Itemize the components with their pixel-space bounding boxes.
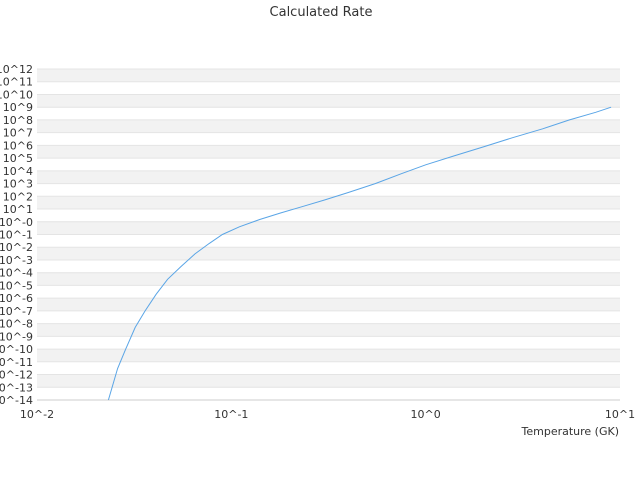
grid-band [37,145,620,159]
y-tick-label: 10^-14 [0,394,33,407]
grid-band [37,234,620,248]
series-line [107,106,612,401]
y-tick-label: 10^-2 [0,241,33,254]
grid-band [37,196,620,210]
y-tick-label: 10^3 [3,178,33,191]
y-tick-label: 10^1 [3,203,33,216]
y-tick-label: 10^10 [0,88,33,101]
x-tick-label: 10^-2 [20,408,54,421]
y-tick-label: 10^-0 [0,216,33,229]
grid-bands [37,68,620,400]
y-tick-label: 10^-4 [0,267,33,280]
y-tick-label: 10^-5 [0,279,33,292]
grid-band [37,221,620,235]
grid-band [37,349,620,362]
grid-band [37,158,620,171]
grid-band [37,209,620,222]
y-tick-label: 10^-11 [0,356,33,369]
grid-band [37,310,620,324]
grid-band [37,323,620,337]
y-tick-label: 10^-12 [0,369,33,382]
grid-band [37,298,620,311]
y-tick-label: 10^9 [3,101,33,114]
grid-band [37,183,620,197]
x-tick-label: 10^-1 [214,408,248,421]
y-tick-labels: 10^-1410^-1310^-1210^-1110^-1010^-910^-8… [0,63,33,407]
grid-band [37,374,620,388]
y-tick-label: 10^-13 [0,381,33,394]
y-tick-label: 10^11 [0,76,33,89]
y-tick-label: 10^6 [3,139,33,152]
grid-band [37,132,620,146]
y-tick-label: 10^7 [3,127,33,140]
y-tick-label: 10^-8 [0,318,33,331]
y-tick-label: 10^-3 [0,254,33,267]
grid-band [37,81,620,95]
grid-band [37,259,620,273]
grid-band [37,119,620,133]
y-tick-label: 10^-7 [0,305,33,318]
grid-band [37,69,620,82]
y-tick-label: 10^-10 [0,343,33,356]
y-tick-label: 10^-9 [0,330,33,343]
grid-band [37,94,620,108]
x-axis-label: Temperature (GK) [521,425,620,438]
y-tick-label: 10^12 [0,63,33,76]
grid-band [37,247,620,260]
x-tick-label: 10^0 [411,408,441,421]
grid-band [37,107,620,120]
y-tick-label: 10^5 [3,152,33,165]
grid-band [37,285,620,299]
grid-band [37,272,620,286]
y-tick-label: 10^4 [3,165,33,178]
grid-band [37,336,620,350]
y-tick-label: 10^-6 [0,292,33,305]
y-tick-label: 10^2 [3,190,33,203]
grid-band [37,170,620,184]
grid-band [37,387,620,400]
x-tick-labels: 10^-2 10^-1 10^0 10^1 [20,408,635,421]
chart-title: Calculated Rate [270,5,373,20]
y-tick-label: 10^8 [3,114,33,127]
x-tick-label: 10^1 [605,408,635,421]
y-tick-label: 10^-1 [0,229,33,242]
grid-band [37,361,620,375]
